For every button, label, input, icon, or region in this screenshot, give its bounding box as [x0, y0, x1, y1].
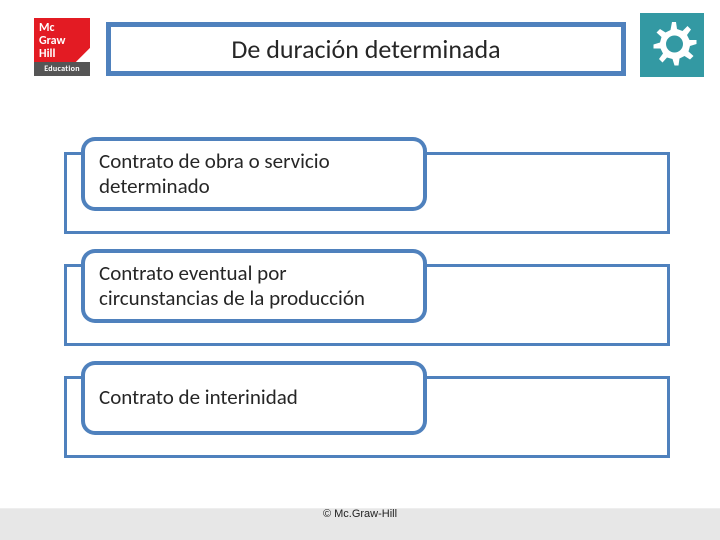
content-frame-2: Contrato eventual por circunstancias de …	[64, 264, 670, 346]
content-pill-inner-1: Contrato de obra o servicio determinado	[85, 141, 423, 207]
content-pill-1: Contrato de obra o servicio determinado	[81, 137, 427, 211]
content-label-3: Contrato de interinidad	[99, 385, 298, 410]
content-label-2: Contrato eventual por circunstancias de …	[99, 261, 409, 311]
slide-title-bar: De duración determinada	[106, 22, 626, 76]
logo-sub: Education	[34, 62, 90, 76]
copyright-text: © Mc.Graw-Hill	[0, 508, 720, 520]
content-frame-1: Contrato de obra o servicio determinado	[64, 152, 670, 234]
content-label-1: Contrato de obra o servicio determinado	[99, 149, 409, 199]
logo-line3: Hill	[39, 48, 85, 61]
logo-top: Mc Graw Hill	[34, 18, 90, 62]
content-pill-inner-2: Contrato eventual por circunstancias de …	[85, 253, 423, 319]
slide-title-text: De duración determinada	[231, 33, 500, 65]
gear-icon-box	[640, 13, 704, 77]
content-pill-inner-3: Contrato de interinidad	[85, 365, 423, 431]
content-pill-3: Contrato de interinidad	[81, 361, 427, 435]
slide-title-inner: De duración determinada	[111, 27, 621, 71]
content-frame-3: Contrato de interinidad	[64, 376, 670, 458]
content-pill-2: Contrato eventual por circunstancias de …	[81, 249, 427, 323]
gear-icon	[647, 20, 697, 70]
publisher-logo: Mc Graw Hill Education	[34, 18, 90, 76]
